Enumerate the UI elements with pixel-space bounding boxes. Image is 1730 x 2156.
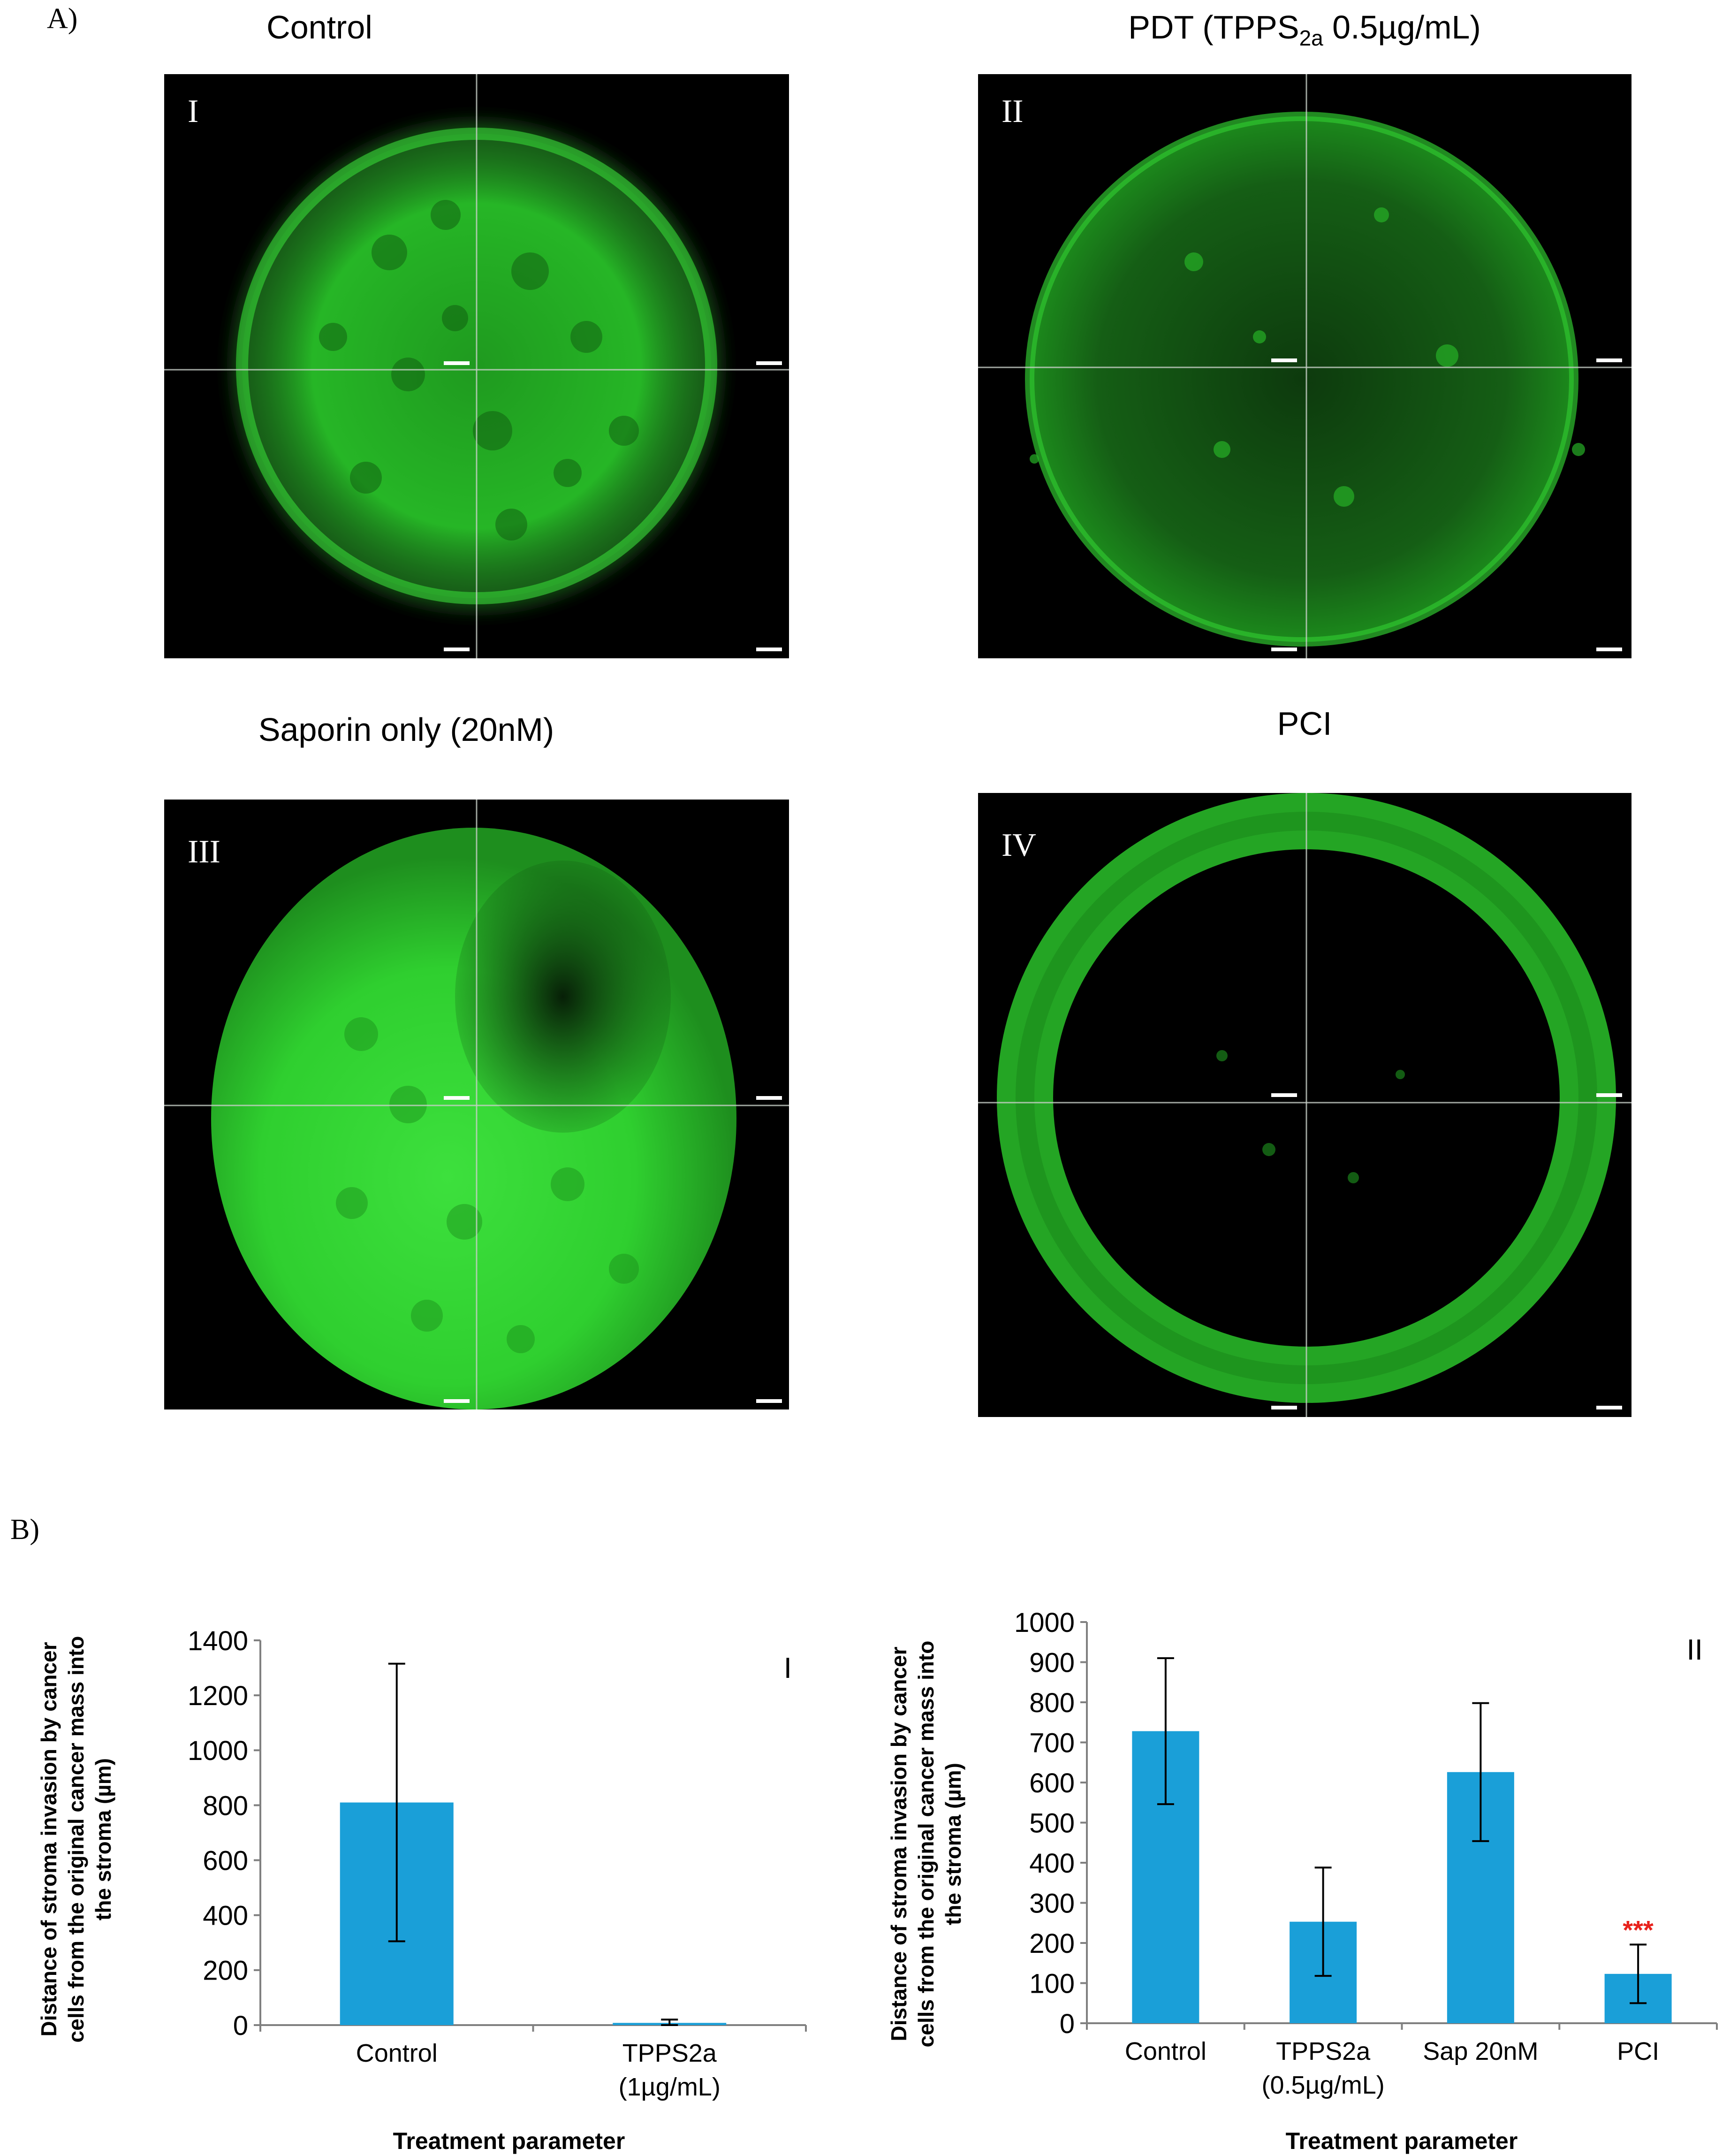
- micrograph-title-saporin: Saporin only (20nM): [258, 711, 554, 748]
- chart1-y-tick-label: 1000: [188, 1736, 248, 1766]
- chart2-x-axis-label: Treatment parameter: [1286, 2128, 1518, 2154]
- chart1-category-label-line2: (1µg/mL): [619, 2073, 721, 2101]
- chart2-category-label-line2: (0.5µg/mL): [1262, 2071, 1385, 2099]
- chart2-y-tick-label: 1000: [1014, 1607, 1075, 1638]
- micrograph-control: I: [164, 74, 789, 658]
- micrograph-pdt: II: [978, 74, 1631, 658]
- chart2-category-label: Control: [1125, 2037, 1206, 2065]
- chart1-y-tick-label: 800: [203, 1790, 248, 1821]
- chart2-category-label: TPPS2a: [1276, 2037, 1371, 2065]
- micrograph-title-control: Control: [266, 9, 372, 46]
- chart1-y-tick-label: 400: [203, 1901, 248, 1931]
- panel-label-a: A): [47, 3, 78, 35]
- chart2-y-tick-label: 700: [1029, 1728, 1075, 1758]
- chart2-category-label: PCI: [1617, 2037, 1659, 2065]
- micrograph-id-I: I: [188, 93, 199, 130]
- chart2-y-axis-label-line: the stroma (µm): [941, 1763, 965, 1925]
- micrograph-id-II: II: [1002, 93, 1024, 130]
- chart1-category-label: TPPS2a: [622, 2039, 717, 2067]
- chart-panel-I: 0 200 400 600 800 1000 1200 1400 Control TPPS2a (1…: [37, 1626, 807, 2154]
- chart1-y-tick-label: 0: [233, 2011, 248, 2041]
- chart2-panel-id: II: [1687, 1634, 1703, 1666]
- chart1-y-tick-label: 600: [203, 1845, 248, 1876]
- micrograph-title-pci: PCI: [1277, 705, 1332, 742]
- chart2-y-tick-label: 0: [1060, 2009, 1075, 2039]
- chart1-y-tick-label: 200: [203, 1956, 248, 1986]
- chart2-y-tick-label: 400: [1029, 1848, 1075, 1879]
- chart2-y-tick-label: 600: [1029, 1768, 1075, 1798]
- chart1-y-axis-label-line: cells from the original cancer mass into: [64, 1636, 88, 2043]
- micrograph-id-III: III: [188, 834, 220, 870]
- micrograph-pci: IV: [978, 793, 1631, 1417]
- chart2-significance-marker: ***: [1623, 1915, 1654, 1944]
- chart1-y-tick-label: 1400: [188, 1626, 248, 1656]
- chart2-y-axis-label-line: cells from the original cancer mass into: [914, 1641, 938, 2048]
- chart1-y-axis-label-line: the stroma (µm): [91, 1758, 115, 1920]
- chart1-panel-id: I: [784, 1652, 792, 1684]
- micrograph-title-pdt: PDT (TPPS2a 0.5µg/mL): [1128, 9, 1481, 50]
- panel-label-b: B): [10, 1514, 39, 1546]
- micrograph-saporin: III: [164, 800, 789, 1409]
- chart2-y-tick-label: 800: [1029, 1688, 1075, 1718]
- chart2-y-tick-label: 300: [1029, 1888, 1075, 1919]
- chart1-x-axis-label: Treatment parameter: [393, 2128, 625, 2154]
- chart2-y-tick-label: 200: [1029, 1928, 1075, 1959]
- chart2-category-label: Sap 20nM: [1423, 2037, 1538, 2065]
- chart1-y-axis-label-line: Distance of stroma invasion by cancer: [37, 1642, 61, 2036]
- chart1-y-tick-label: 1200: [188, 1681, 248, 1711]
- chart1-category-label: Control: [356, 2039, 438, 2067]
- micrograph-id-IV: IV: [1002, 827, 1036, 863]
- chart2-y-tick-label: 100: [1029, 1968, 1075, 1999]
- chart-panel-II: 0 100 200 300 400 500 600 700 800 900 1000 Control T…: [887, 1607, 1718, 2154]
- chart2-y-tick-label: 500: [1029, 1808, 1075, 1838]
- chart2-y-axis-label-line: Distance of stroma invasion by cancer: [887, 1646, 911, 2041]
- chart2-y-tick-label: 900: [1029, 1647, 1075, 1678]
